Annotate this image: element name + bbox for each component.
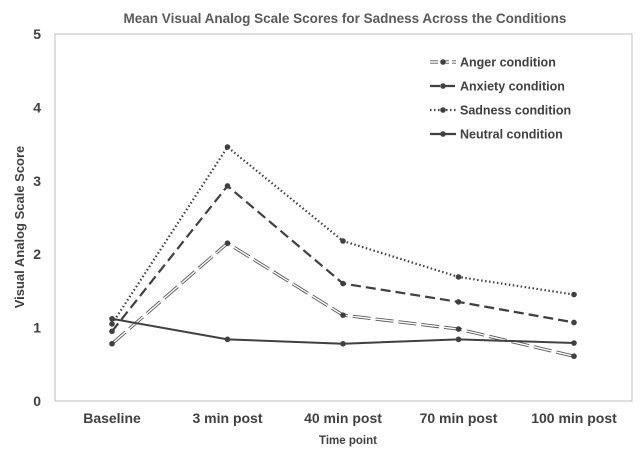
legend-marker <box>440 83 446 89</box>
data-point <box>224 144 231 150</box>
data-point <box>455 274 462 280</box>
chart-title: Mean Visual Analog Scale Scores for Sadn… <box>124 11 567 26</box>
data-point <box>340 238 346 244</box>
y-axis-ticks: 0 1 2 3 4 5 <box>33 26 41 409</box>
data-point <box>455 299 462 305</box>
data-point <box>340 340 346 347</box>
series-anxiety-condition-line <box>111 184 575 332</box>
y-tick-label: 5 <box>33 26 41 42</box>
plot-border <box>54 33 633 402</box>
data-point <box>571 291 577 298</box>
legend-marker <box>440 107 446 113</box>
data-point <box>340 280 346 287</box>
series-sadness-condition <box>109 144 577 327</box>
x-tick-label: 3 min post <box>192 410 262 426</box>
legend-marker <box>440 131 446 137</box>
x-axis-label: Time point <box>319 435 377 447</box>
data-point <box>455 326 462 332</box>
y-axis-label: Visual Analog Scale Score <box>12 146 27 309</box>
y-tick-label: 4 <box>33 99 41 115</box>
series-anxiety-condition <box>109 183 577 335</box>
x-tick-label: Baseline <box>83 410 141 426</box>
x-tick-label: 70 min post <box>420 410 498 426</box>
legend-item-neutral-condition: Neutral condition <box>430 128 563 142</box>
x-tick-label: 40 min post <box>304 410 382 426</box>
legend-item-anxiety-condition: Anxiety condition <box>430 80 565 94</box>
y-tick-label: 0 <box>33 393 41 409</box>
series-neutral-condition-line <box>111 317 575 345</box>
data-point <box>455 336 462 343</box>
data-point <box>571 340 577 346</box>
data-point <box>224 183 231 189</box>
series-neutral-condition <box>109 315 577 347</box>
data-point <box>109 315 115 322</box>
x-tick-label: 100 min post <box>531 410 617 426</box>
legend-marker <box>440 59 446 65</box>
legend-item-anger-condition: Anger condition <box>430 56 556 70</box>
x-axis-ticks: Baseline 3 min post 40 min post 70 min post… <box>83 410 617 426</box>
legend-label: Neutral condition <box>460 128 563 142</box>
plot-frame <box>54 33 633 402</box>
data-point <box>571 353 577 360</box>
y-tick-label: 1 <box>33 320 41 336</box>
data-point <box>571 319 577 326</box>
data-point <box>224 240 231 246</box>
legend-item-sadness-condition: Sadness condition <box>430 104 571 118</box>
data-point <box>340 312 346 318</box>
legend-label: Anger condition <box>460 56 556 70</box>
legend: Anger condition Anxiety condition Sadness … <box>430 56 571 142</box>
series-sadness-condition-line <box>111 145 575 325</box>
data-point <box>109 321 115 327</box>
y-tick-label: 3 <box>33 173 41 189</box>
data-point <box>109 328 115 335</box>
data-point <box>224 336 231 343</box>
y-tick-label: 2 <box>33 246 41 262</box>
series-anger-condition <box>109 240 577 360</box>
legend-label: Anxiety condition <box>460 80 565 94</box>
legend-label: Sadness condition <box>460 104 571 118</box>
series-anger-condition-line <box>111 242 575 357</box>
series-layer <box>109 144 577 360</box>
data-point <box>109 340 115 347</box>
